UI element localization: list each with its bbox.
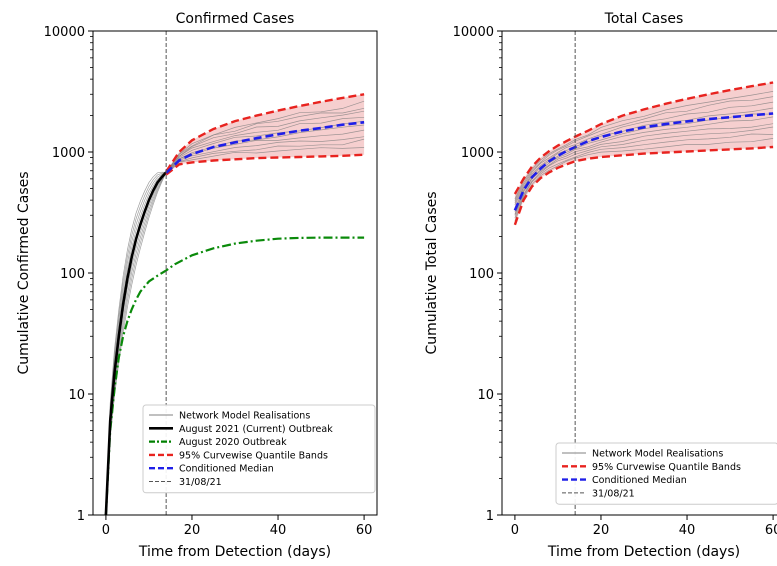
confirmed-cases-legend-box [142,404,376,494]
confirmed-cases-ylabel: Cumulative Confirmed Cases [16,171,32,374]
total-cases-panel: Total Cases Time from Detection (days) C… [424,11,777,560]
total-cases-ylabel: Cumulative Total Cases [424,191,440,354]
total-cases-network-realisation [514,133,774,219]
confirmed-cases-network-realisation [105,116,365,515]
confirmed-cases-legend-label: 95% Curvewise Quantile Bands [179,450,328,461]
confirmed-cases-network-realisation [105,129,365,515]
total-cases-quantile-band-fill [514,82,774,225]
confirmed-cases-median-line [165,121,365,174]
total-cases-legend-box [555,442,777,505]
total-cases-xtick-label: 20 [593,523,610,538]
confirmed-cases-panel: Confirmed Cases Time from Detection (day… [16,11,378,560]
total-cases-legend-label: 31/08/21 [592,488,635,499]
total-cases-median-line [513,112,774,211]
total-cases-legend-label: Conditioned Median [592,475,687,486]
total-cases-xtick-label: 40 [679,523,696,538]
confirmed-cases-xtick-label: 20 [184,523,201,538]
total-cases-ytick-label: 1 [486,509,494,524]
confirmed-cases-clipped-marks [104,93,365,515]
total-cases-legend: Network Model Realisations 95% Curvewise … [555,442,777,505]
confirmed-cases-title: Confirmed Cases [176,11,295,27]
confirmed-cases-august-2021-line [104,171,168,515]
confirmed-cases-legend-label: August 2021 (Current) Outbreak [179,424,333,435]
total-cases-title: Total Cases [604,11,684,27]
confirmed-cases-xtick-label: 40 [270,523,287,538]
confirmed-cases-ytick-label: 10 [68,388,85,403]
total-cases-ytick-label: 10000 [453,25,494,40]
confirmed-cases-legend-label: August 2020 Outbreak [179,437,287,448]
total-cases-network-realisation [514,123,774,215]
total-cases-network-realisation [514,96,774,201]
confirmed-cases-xtick-label: 0 [102,523,110,538]
total-cases-network-realisation [514,138,774,222]
confirmed-cases-ytick-label: 1000 [52,146,85,161]
total-cases-clipped-marks [513,81,774,226]
confirmed-cases-network-realisation [105,136,365,515]
confirmed-cases-network-realisation [105,147,365,515]
confirmed-cases-network-realisation [105,107,365,515]
total-cases-xtick-label: 0 [511,523,519,538]
confirmed-cases-network-realisation [105,100,365,515]
total-cases-network-realisation [514,126,774,216]
confirmed-cases-network-realisation [105,138,365,515]
confirmed-cases-legend-label: Network Model Realisations [179,411,310,422]
total-cases-network-realisation [514,91,774,199]
total-cases-ytick-label: 1000 [461,146,494,161]
confirmed-cases-network-realisation [105,110,365,515]
total-cases-ytick-label: 10 [477,388,494,403]
confirmed-cases-ytick-label: 10000 [44,25,85,40]
total-cases-legend-label: Network Model Realisations [592,449,723,460]
total-cases-network-realisation [514,116,774,212]
confirmed-cases-august-2020-line [104,236,365,515]
confirmed-cases-upper-quantile-line [165,93,365,173]
total-cases-upper-quantile-line [513,81,774,195]
confirmed-cases-legend: Network Model Realisations August 2021 (C… [142,404,376,494]
total-cases-network-realisation [514,101,774,203]
confirmed-cases-xtick-label: 60 [356,523,373,538]
total-cases-ytick-label: 100 [469,267,494,282]
total-cases-xtick-label: 60 [765,523,777,538]
confirmed-cases-ytick-label: 100 [60,267,85,282]
total-cases-legend-label: 95% Curvewise Quantile Bands [592,462,741,473]
total-cases-ticks: 0 20 40 60 1 10 100 1000 10000 [453,25,777,538]
total-cases-plot-area [513,31,774,515]
confirmed-cases-plot-area [104,31,365,515]
confirmed-cases-xlabel: Time from Detection (days) [138,544,331,560]
confirmed-cases-legend-label: Conditioned Median [179,464,274,475]
total-cases-lower-quantile-line [513,145,774,226]
confirmed-cases-ytick-label: 1 [77,509,85,524]
confirmed-cases-legend-label: 31/08/21 [179,477,222,488]
confirmed-cases-ticks: 0 20 40 60 1 10 100 1000 10000 [44,25,373,538]
confirmed-cases-lower-quantile-line [165,153,365,176]
total-cases-xlabel: Time from Detection (days) [547,544,740,560]
